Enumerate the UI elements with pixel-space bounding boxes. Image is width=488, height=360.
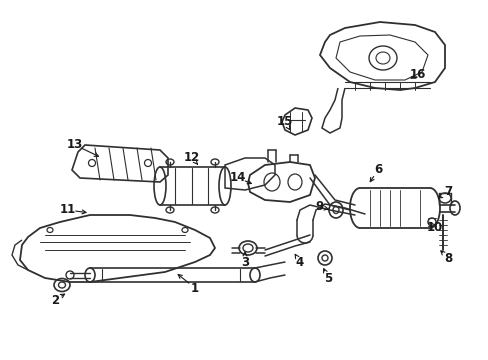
Text: 12: 12 <box>183 152 200 165</box>
Text: 10: 10 <box>426 221 442 234</box>
Text: 4: 4 <box>295 256 304 269</box>
Text: 14: 14 <box>229 171 245 184</box>
Text: 7: 7 <box>443 185 451 198</box>
Text: 11: 11 <box>60 203 76 216</box>
Text: 13: 13 <box>67 139 83 152</box>
Text: 5: 5 <box>323 271 331 284</box>
Text: 15: 15 <box>276 116 293 129</box>
Text: 9: 9 <box>315 201 324 213</box>
Text: 8: 8 <box>443 252 451 265</box>
Text: 6: 6 <box>373 163 381 176</box>
Text: 16: 16 <box>409 68 426 81</box>
Text: 2: 2 <box>51 293 59 306</box>
Text: 1: 1 <box>190 282 199 294</box>
Text: 3: 3 <box>241 256 248 269</box>
